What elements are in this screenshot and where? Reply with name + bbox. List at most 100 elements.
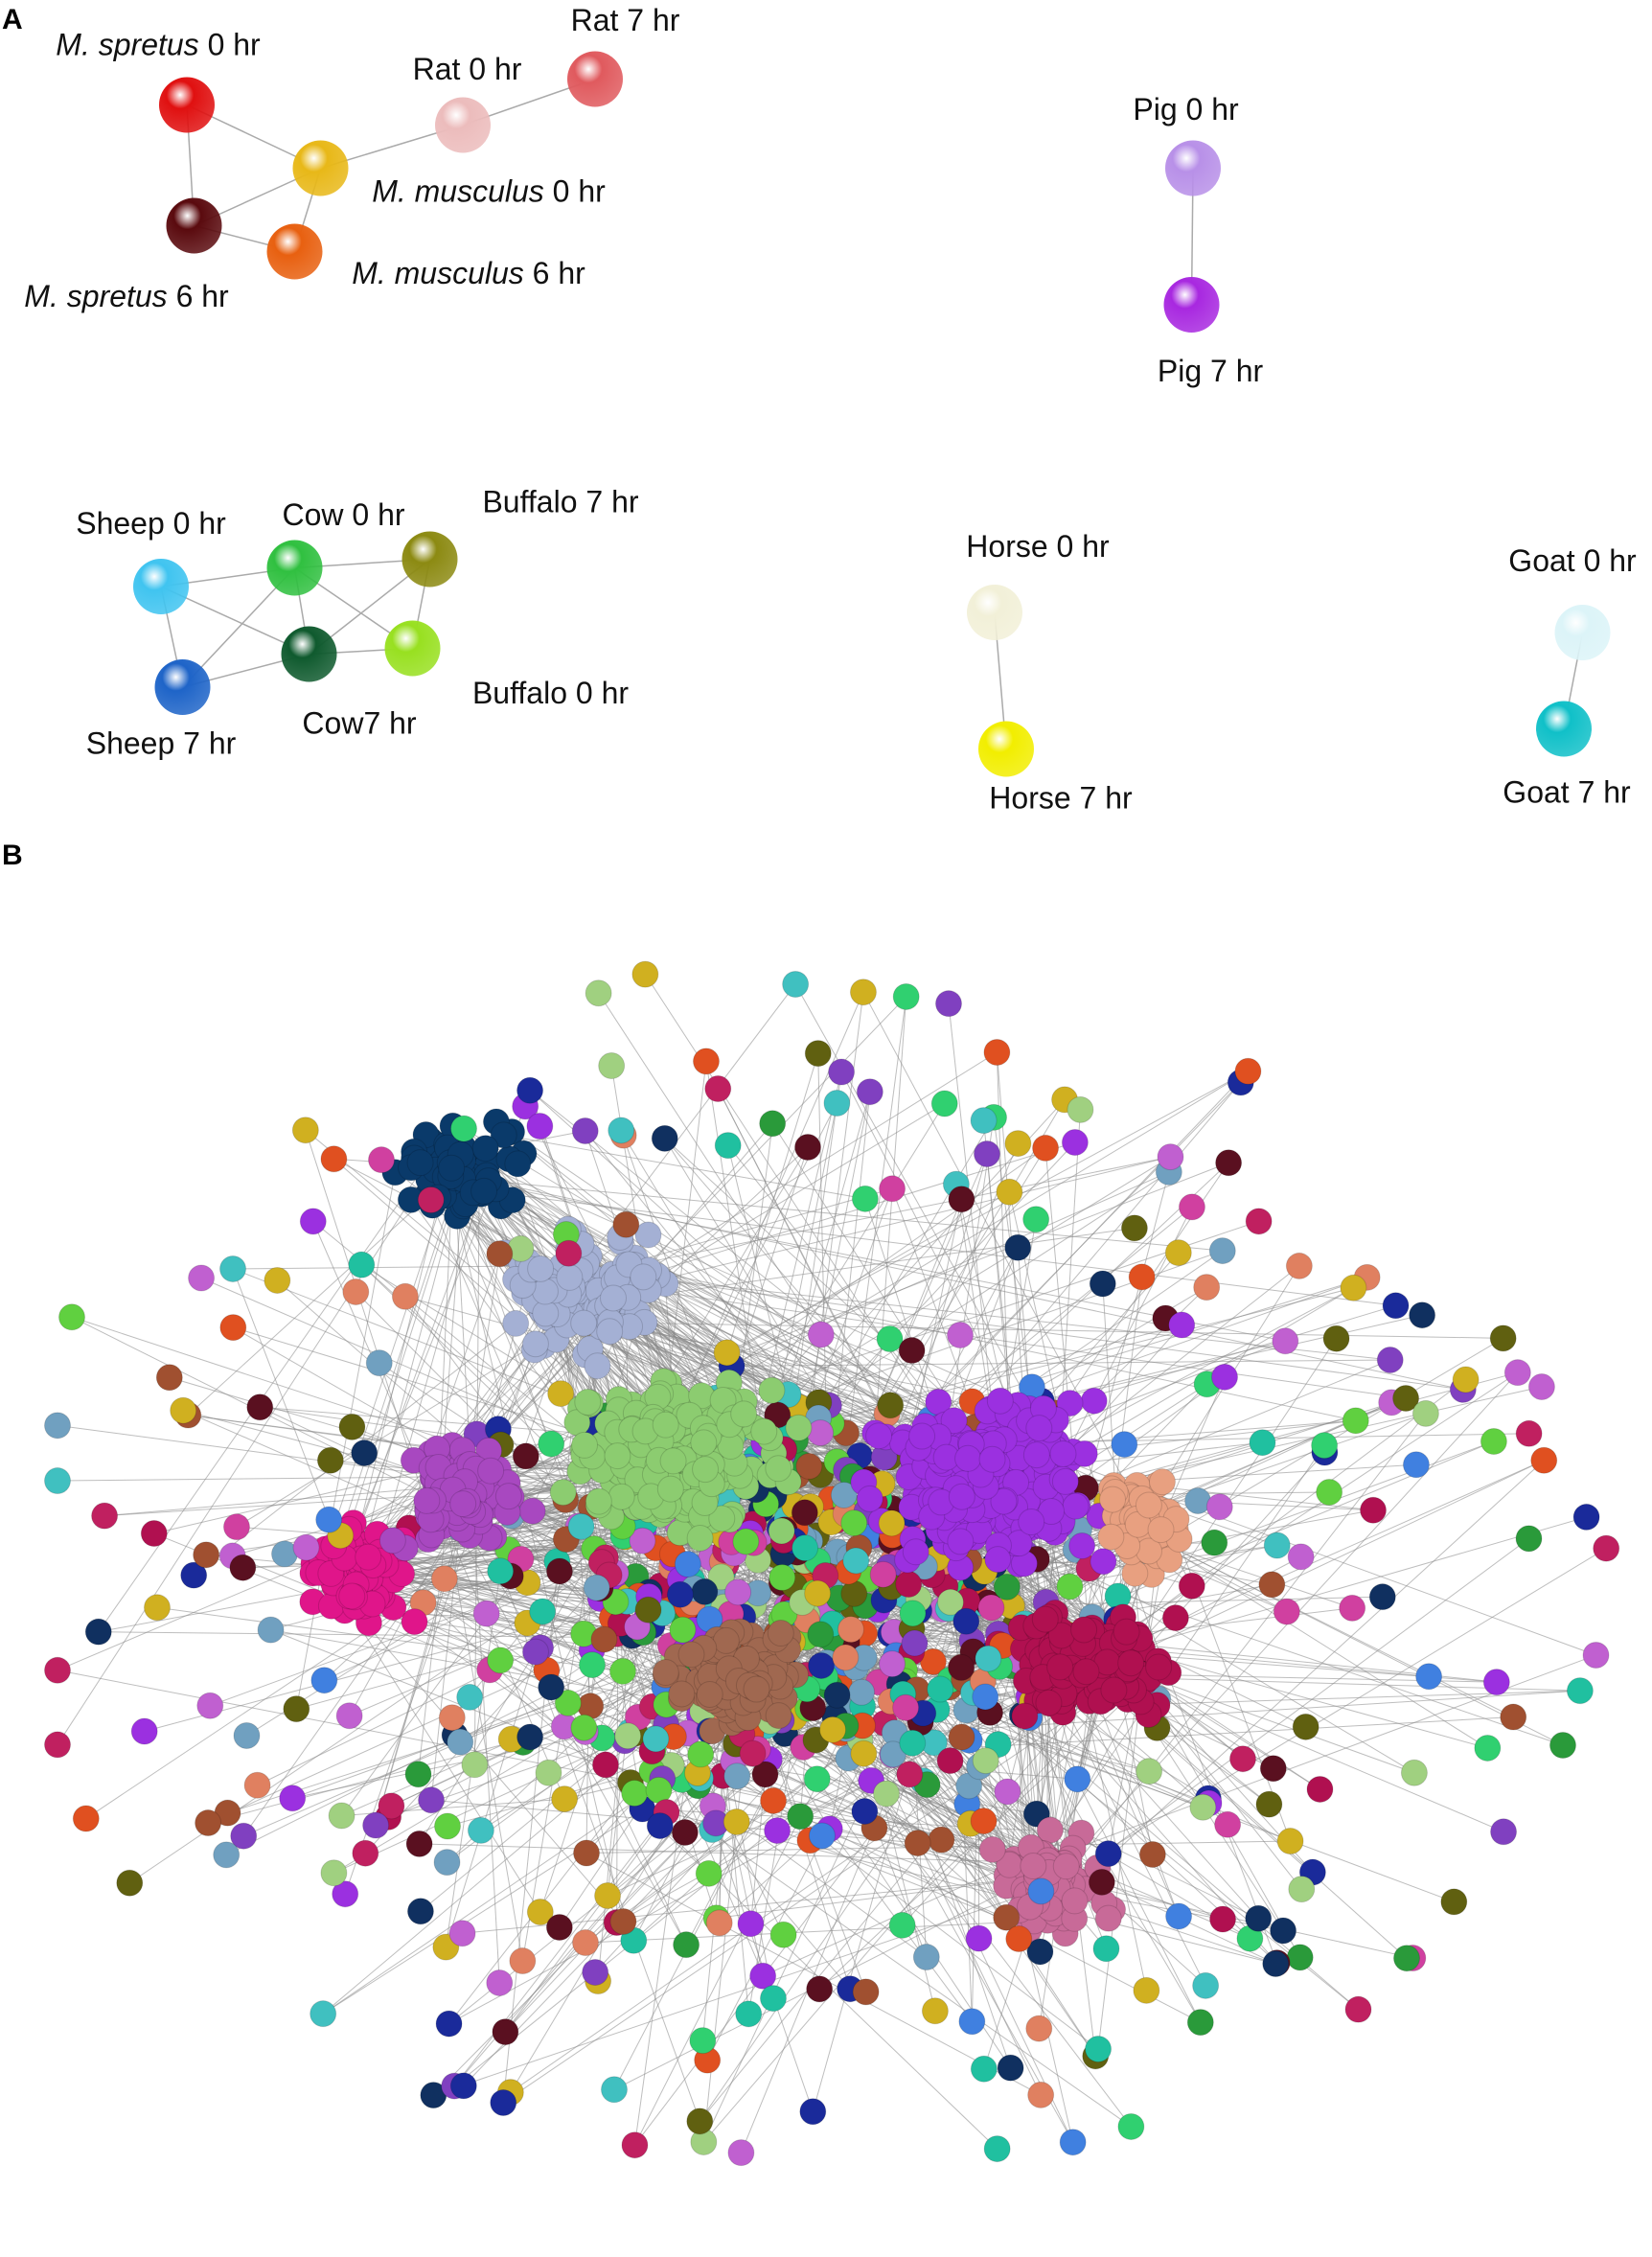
node [952,1607,980,1635]
node [892,1693,920,1721]
node [879,1650,906,1678]
node [502,1309,530,1337]
node [549,1479,577,1507]
node [521,1330,549,1358]
node [785,1414,813,1441]
node [1068,1532,1096,1560]
node [751,1761,779,1788]
node [509,1947,537,1975]
edge [375,1505,469,1826]
node [594,1881,622,1909]
node [600,1284,628,1312]
edge [456,1215,624,1923]
node [1147,1516,1175,1544]
node [1148,1468,1176,1496]
node [1052,1853,1080,1880]
node [1128,1263,1156,1291]
node [1051,1467,1079,1495]
node [159,77,215,133]
node [578,1651,606,1679]
node [877,1392,905,1419]
node [467,1816,494,1844]
edge [488,1180,1223,1252]
node [1201,1529,1228,1556]
node [1049,1439,1077,1467]
node [804,1040,832,1068]
node [851,1797,879,1825]
node [486,1969,514,1996]
nodes [44,960,1620,2167]
node [749,1962,777,1990]
node [266,223,323,280]
node [448,1920,476,1947]
node [417,1186,445,1214]
node [1287,1543,1315,1571]
node [1061,1128,1089,1156]
node [899,1600,927,1627]
node [782,970,810,998]
node [196,1692,224,1719]
node [492,2018,519,2046]
node-label: Goat 7 hr [1503,775,1631,810]
node [406,1149,434,1177]
node [652,1411,679,1439]
edge [1055,1287,1354,1446]
node [1178,1572,1205,1600]
node [487,1647,515,1674]
node [1311,1432,1339,1460]
node [291,1117,319,1144]
node [166,197,222,254]
node [970,2055,998,2083]
node [1056,1573,1084,1601]
node [614,1722,642,1750]
node [807,1321,835,1348]
node [936,1588,964,1616]
node [351,1439,379,1467]
node [567,1512,595,1540]
node [299,1208,327,1235]
node [856,1078,883,1106]
node [591,1751,619,1779]
node [705,1909,733,1937]
edge [505,1686,831,2033]
node [972,1747,999,1775]
node [449,1490,477,1518]
node [1489,1324,1517,1352]
node [470,1177,498,1205]
node [154,659,211,715]
node [908,1422,936,1450]
node [1474,1734,1502,1762]
node [652,1659,679,1687]
node [328,1802,356,1830]
node [940,1407,968,1435]
node-text: 6 hr [533,256,585,290]
node [1136,1758,1163,1785]
node [1064,1765,1091,1793]
node-label: M. spretus 6 hr [24,279,229,313]
node [155,1364,183,1392]
node [878,1509,906,1537]
node [808,1651,836,1679]
node [646,1812,674,1840]
node [1099,1485,1127,1513]
node [116,1869,144,1897]
node [434,1812,462,1840]
node [143,1594,171,1622]
node [631,960,659,988]
panel-a: M. spretus 0 hrM. spretus 6 hrM. musculu… [24,3,1637,816]
node [787,1803,815,1831]
node [384,620,441,677]
node [634,1596,662,1624]
node [888,1911,916,1939]
node [526,1113,554,1140]
node [229,1554,257,1581]
node [1004,1233,1032,1261]
node [695,1859,723,1887]
node [668,1680,696,1708]
node [970,1107,998,1135]
node [91,1502,119,1530]
edge [585,1920,1035,1944]
node [819,1716,847,1743]
edge [527,1261,1020,1940]
